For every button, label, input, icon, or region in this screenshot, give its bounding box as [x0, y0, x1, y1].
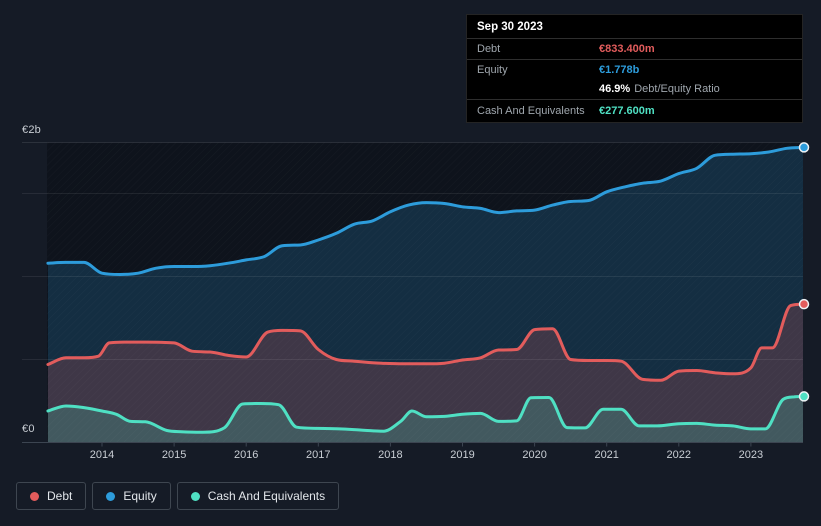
tooltip-row-equity: Equity €1.778b — [467, 60, 802, 79]
legend: Debt Equity Cash And Equivalents — [16, 482, 340, 510]
x-axis-label-2022: 2022 — [666, 449, 692, 461]
tooltip-equity-label: Equity — [477, 64, 508, 76]
cash-and-equivalents-line — [46, 394, 805, 434]
tooltip-cash-label: Cash And Equivalents — [477, 105, 585, 117]
tooltip-row-debt: Debt €833.400m — [467, 39, 802, 60]
debt-line — [46, 302, 805, 382]
equity-line — [46, 145, 805, 276]
tooltip-row-ratio: 46.9% Debt/Equity Ratio — [467, 79, 802, 100]
y-axis-label-top: €2b — [22, 124, 41, 136]
debt-end-marker[interactable] — [798, 298, 810, 310]
x-axis-label-2018: 2018 — [378, 449, 403, 461]
tooltip-ratio-label: Debt/Equity Ratio — [634, 83, 720, 95]
x-axis-label-2016: 2016 — [233, 449, 259, 461]
legend-item-debt[interactable]: Debt — [16, 482, 87, 510]
x-axis-label-2017: 2017 — [306, 449, 331, 461]
cash-and-equivalents-end-marker[interactable] — [798, 391, 810, 402]
tooltip-row-cash: Cash And Equivalents €277.600m — [467, 100, 802, 122]
tooltip-debt-label: Debt — [477, 43, 501, 55]
x-axis-label-2020: 2020 — [522, 449, 547, 461]
tooltip-debt-value: €833.400m — [599, 43, 655, 55]
legend-item-cash[interactable]: Cash And Equivalents — [176, 482, 340, 510]
x-axis-label-2014: 2014 — [89, 449, 115, 461]
x-axis-label-2019: 2019 — [450, 449, 475, 461]
x-axis-label-2023: 2023 — [738, 449, 764, 461]
debt-series-dot-icon — [30, 491, 39, 501]
x-axis-label-2021: 2021 — [594, 449, 619, 461]
equity-end-marker[interactable] — [798, 142, 810, 153]
legend-debt-label: Debt — [47, 489, 73, 503]
tooltip: Sep 30 2023 Debt €833.400m Equity €1.778… — [466, 14, 803, 123]
tooltip-cash-value: €277.600m — [599, 105, 655, 117]
cash-series-dot-icon — [190, 491, 200, 501]
legend-equity-label: Equity — [123, 489, 157, 503]
legend-item-equity[interactable]: Equity — [92, 482, 171, 510]
tooltip-date: Sep 30 2023 — [467, 15, 802, 39]
y-axis-label-zero: €0 — [22, 423, 35, 435]
equity-series-dot-icon — [106, 491, 116, 501]
tooltip-ratio-value: 46.9% — [599, 83, 631, 95]
x-axis-label-2015: 2015 — [161, 449, 187, 461]
tooltip-equity-value: €1.778b — [599, 64, 640, 76]
legend-cash-label: Cash And Equivalents — [207, 489, 326, 503]
